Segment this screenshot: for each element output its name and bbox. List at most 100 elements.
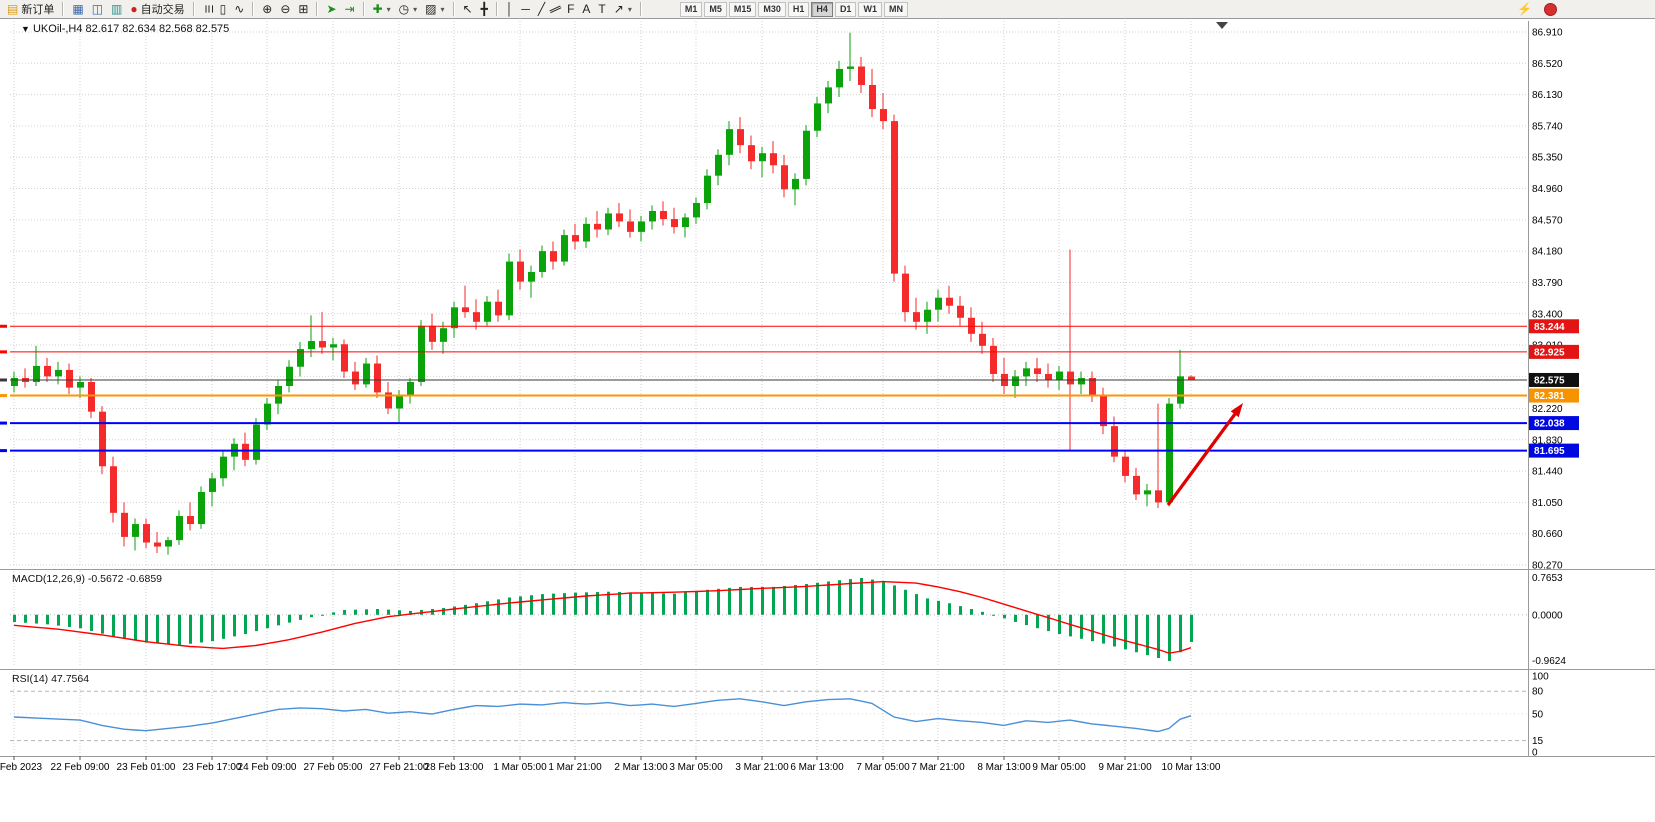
- timeframe-m1[interactable]: M1: [679, 1, 703, 17]
- periods-button[interactable]: ◷ ▾: [395, 1, 422, 18]
- chevron-down-icon: ▾: [627, 4, 632, 14]
- timeframe-m5[interactable]: M5: [704, 1, 727, 17]
- new-order-button[interactable]: ▤ 新订单: [3, 1, 58, 18]
- zoom-out-button[interactable]: ⊖: [276, 1, 294, 18]
- timeframe-h1[interactable]: H1: [787, 1, 810, 17]
- macd-bar: [662, 593, 665, 615]
- macd-bar: [376, 609, 379, 615]
- timeframe-w1[interactable]: W1: [858, 1, 882, 17]
- candle: [649, 211, 656, 222]
- line-chart-button[interactable]: ∿: [230, 1, 248, 18]
- quick-trade-button[interactable]: ⚡: [1513, 1, 1536, 18]
- macd-bar: [695, 591, 698, 615]
- time-label: 9 Mar 21:00: [1098, 762, 1152, 773]
- candle: [836, 68, 843, 88]
- macd-bar: [409, 610, 412, 615]
- bars-chart-button[interactable]: ☰: [199, 1, 216, 18]
- timeframe-m30[interactable]: M30: [758, 1, 786, 17]
- chevron-down-icon: ▾: [413, 4, 418, 14]
- macd-bar: [530, 595, 533, 615]
- price-tag-text: 82.381: [1534, 391, 1565, 402]
- crosshair-button[interactable]: ╋: [477, 1, 492, 18]
- vertical-line-button[interactable]: │: [502, 1, 518, 18]
- new-chart-button[interactable]: ▦: [68, 1, 87, 18]
- cursor-button[interactable]: ↖: [459, 1, 477, 18]
- candle: [979, 333, 986, 346]
- cursor-icon: ↖: [462, 2, 473, 16]
- chart-shift-button[interactable]: ⇥: [341, 1, 359, 18]
- macd-bar: [651, 592, 654, 615]
- macd-bar: [354, 609, 357, 615]
- macd-bar: [24, 614, 27, 623]
- time-label: 27 Feb 21:00: [370, 762, 429, 773]
- candlestick-chart-icon: ▯: [219, 2, 227, 16]
- macd-bar: [255, 614, 258, 632]
- candlestick-chart-button[interactable]: ▯: [216, 1, 231, 18]
- time-label: 8 Mar 13:00: [977, 762, 1031, 773]
- zoom-out-icon: ⊖: [280, 2, 291, 16]
- time-label: 7 Mar 05:00: [856, 762, 910, 773]
- macd-bar: [750, 586, 753, 615]
- timeframe-mn[interactable]: MN: [883, 1, 908, 17]
- price-label: 84.960: [1532, 184, 1563, 195]
- rsi-axis-label: 0: [1532, 748, 1538, 759]
- zoom-in-button[interactable]: ⊕: [258, 1, 276, 18]
- toolbar-separator: [316, 2, 319, 16]
- candle: [935, 297, 942, 310]
- candle: [913, 312, 920, 322]
- text-label-button[interactable]: T: [594, 1, 609, 18]
- text-button[interactable]: A: [578, 1, 594, 18]
- candle: [660, 211, 667, 220]
- macd-bar: [805, 584, 808, 615]
- trend-arrow[interactable]: [1166, 413, 1237, 506]
- level-left-marker: [0, 449, 7, 453]
- candle: [473, 312, 480, 322]
- zoom-in-icon: ⊕: [262, 2, 273, 16]
- candle: [330, 344, 337, 348]
- market-watch-button[interactable]: ▥: [107, 1, 126, 18]
- price-label: 84.570: [1532, 215, 1563, 226]
- macd-bar: [189, 614, 192, 644]
- timeframe-d1[interactable]: D1: [834, 1, 857, 17]
- candle: [803, 130, 810, 179]
- templates-button[interactable]: ▨ ▾: [421, 1, 448, 18]
- channel-button[interactable]: ∥: [548, 1, 563, 18]
- auto-scroll-button[interactable]: ➤: [322, 1, 340, 18]
- chart-shift-marker[interactable]: [1216, 22, 1228, 29]
- macd-bar: [552, 593, 555, 615]
- macd-bar: [871, 579, 874, 615]
- timeframe-m15[interactable]: M15: [728, 1, 757, 17]
- trend-arrow-head[interactable]: [1230, 403, 1243, 418]
- candle: [1045, 373, 1052, 380]
- macd-bar: [706, 589, 709, 615]
- indicators-button[interactable]: ✚ ▾: [369, 1, 395, 18]
- profiles-button[interactable]: ◫: [88, 1, 107, 18]
- macd-bar: [1124, 614, 1127, 650]
- price-label: 80.660: [1532, 529, 1563, 540]
- time-label: 23 Feb 01:00: [117, 762, 176, 773]
- autotrading-button[interactable]: ● 自动交易: [126, 1, 188, 18]
- time-label: 21 Feb 2023: [0, 762, 43, 773]
- candle: [99, 411, 106, 467]
- one-click-arrow-icon[interactable]: ▼: [21, 24, 30, 34]
- macd-bar: [596, 592, 599, 615]
- macd-bar: [1058, 614, 1061, 634]
- macd-bar: [398, 610, 401, 615]
- candle: [671, 219, 678, 228]
- time-label: 3 Mar 21:00: [735, 762, 789, 773]
- alert-badge[interactable]: [1544, 2, 1557, 16]
- macd-bar: [266, 614, 269, 629]
- timeframe-h4[interactable]: H4: [811, 1, 833, 17]
- candle: [715, 154, 722, 176]
- macd-bar: [1036, 614, 1039, 629]
- fibonacci-button[interactable]: F: [563, 1, 578, 18]
- tile-windows-button[interactable]: ⊞: [294, 1, 312, 18]
- arrows-button[interactable]: ↗ ▾: [610, 1, 636, 18]
- horizontal-line-button[interactable]: ─: [517, 1, 534, 18]
- macd-axis-label: 0.7653: [1532, 573, 1563, 584]
- trendline-button[interactable]: ╱: [534, 1, 549, 18]
- arrows-icon: ↗: [613, 2, 624, 16]
- candle: [506, 261, 513, 316]
- macd-bar: [607, 591, 610, 615]
